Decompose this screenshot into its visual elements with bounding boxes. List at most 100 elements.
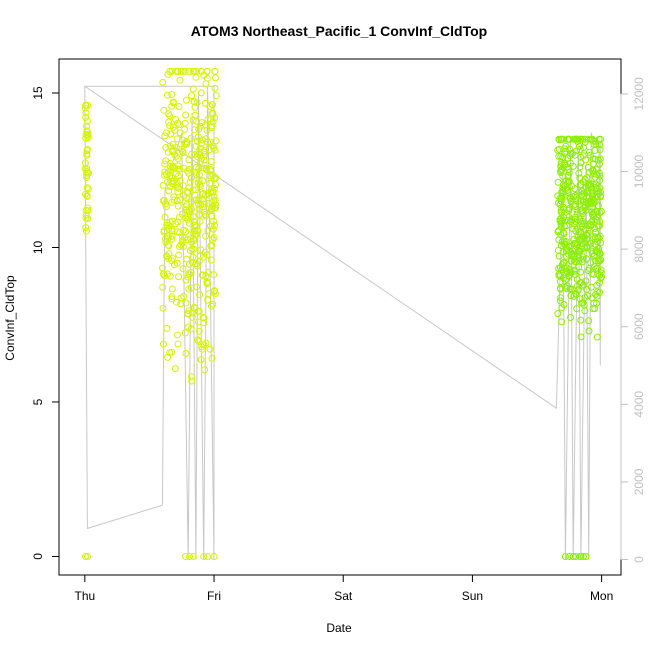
data-point xyxy=(579,253,587,261)
data-point xyxy=(188,150,196,158)
data-point xyxy=(173,165,181,173)
data-point xyxy=(182,276,190,284)
data-point xyxy=(208,354,216,362)
data-point xyxy=(82,113,90,121)
data-point xyxy=(200,319,208,327)
data-point xyxy=(204,138,211,146)
data-point xyxy=(561,276,569,284)
data-point xyxy=(168,102,176,110)
data-point xyxy=(575,142,583,150)
data-point xyxy=(579,258,587,266)
data-point xyxy=(202,339,210,347)
data-point xyxy=(168,293,176,301)
data-point-zero xyxy=(577,553,585,560)
data-point xyxy=(590,270,598,278)
data-point xyxy=(582,206,590,214)
data-point xyxy=(554,146,562,154)
data-point xyxy=(192,168,200,176)
data-point xyxy=(182,350,190,357)
data-point xyxy=(202,232,210,240)
data-point xyxy=(179,182,187,190)
data-point xyxy=(587,222,595,230)
data-point xyxy=(165,222,173,230)
data-point xyxy=(557,214,565,222)
data-point xyxy=(594,233,601,241)
y-right-tick-label: 8000 xyxy=(632,235,646,262)
data-point xyxy=(190,229,198,236)
data-point xyxy=(174,172,182,180)
data-point xyxy=(187,268,195,276)
data-point xyxy=(202,135,210,143)
data-point xyxy=(208,212,216,220)
data-point xyxy=(174,188,182,196)
data-point xyxy=(593,185,601,193)
data-point xyxy=(168,227,176,235)
data-point xyxy=(576,163,584,171)
data-point xyxy=(162,203,170,211)
data-point xyxy=(566,194,573,202)
data-point xyxy=(566,195,574,203)
data-point xyxy=(211,67,219,75)
data-point xyxy=(188,377,196,385)
data-point xyxy=(554,310,562,318)
data-point xyxy=(168,295,176,303)
data-point xyxy=(557,294,565,302)
data-point xyxy=(159,283,167,291)
data-point xyxy=(171,126,178,134)
data-point xyxy=(185,67,193,75)
data-point xyxy=(577,135,585,143)
data-point xyxy=(191,103,199,111)
data-point xyxy=(588,221,595,229)
data-point xyxy=(170,163,178,171)
data-point xyxy=(595,169,603,177)
data-point xyxy=(588,218,596,225)
data-point xyxy=(577,268,585,276)
data-point xyxy=(200,341,208,349)
data-point xyxy=(577,153,585,161)
data-point xyxy=(555,252,563,260)
data-point xyxy=(589,305,597,313)
data-point xyxy=(204,296,212,304)
data-point xyxy=(161,160,169,168)
data-point xyxy=(187,325,195,333)
data-point xyxy=(559,203,567,211)
data-point xyxy=(84,185,92,193)
data-point xyxy=(198,345,206,353)
data-point xyxy=(582,277,590,285)
data-point xyxy=(577,181,585,189)
data-point xyxy=(195,327,203,335)
data-point xyxy=(564,135,571,143)
data-point xyxy=(197,89,205,97)
data-point xyxy=(204,115,212,123)
data-point xyxy=(194,307,202,315)
x-tick-label: Sat xyxy=(334,589,353,603)
y-right-tick-label: 4000 xyxy=(632,391,646,418)
data-point xyxy=(596,155,604,163)
data-point xyxy=(199,190,207,198)
data-point xyxy=(583,231,591,238)
data-point xyxy=(577,333,585,341)
plot-frame xyxy=(58,58,622,576)
data-point xyxy=(199,177,207,185)
data-point xyxy=(163,221,171,229)
data-point xyxy=(182,96,190,104)
data-point xyxy=(194,336,202,344)
data-point xyxy=(200,253,208,261)
data-point xyxy=(584,182,592,190)
data-point xyxy=(586,151,594,159)
data-point xyxy=(561,145,569,153)
data-point xyxy=(195,195,203,203)
data-point xyxy=(167,162,174,170)
data-point-zero xyxy=(210,553,218,560)
data-point xyxy=(211,287,218,294)
data-point xyxy=(197,157,205,165)
data-point xyxy=(569,247,577,255)
y-axis-label: ConvInf_CldTop xyxy=(3,275,17,361)
data-point xyxy=(83,184,91,192)
data-point xyxy=(581,135,589,143)
data-point xyxy=(83,192,91,200)
data-point xyxy=(207,242,215,250)
data-point xyxy=(589,167,597,175)
data-point xyxy=(558,318,566,326)
